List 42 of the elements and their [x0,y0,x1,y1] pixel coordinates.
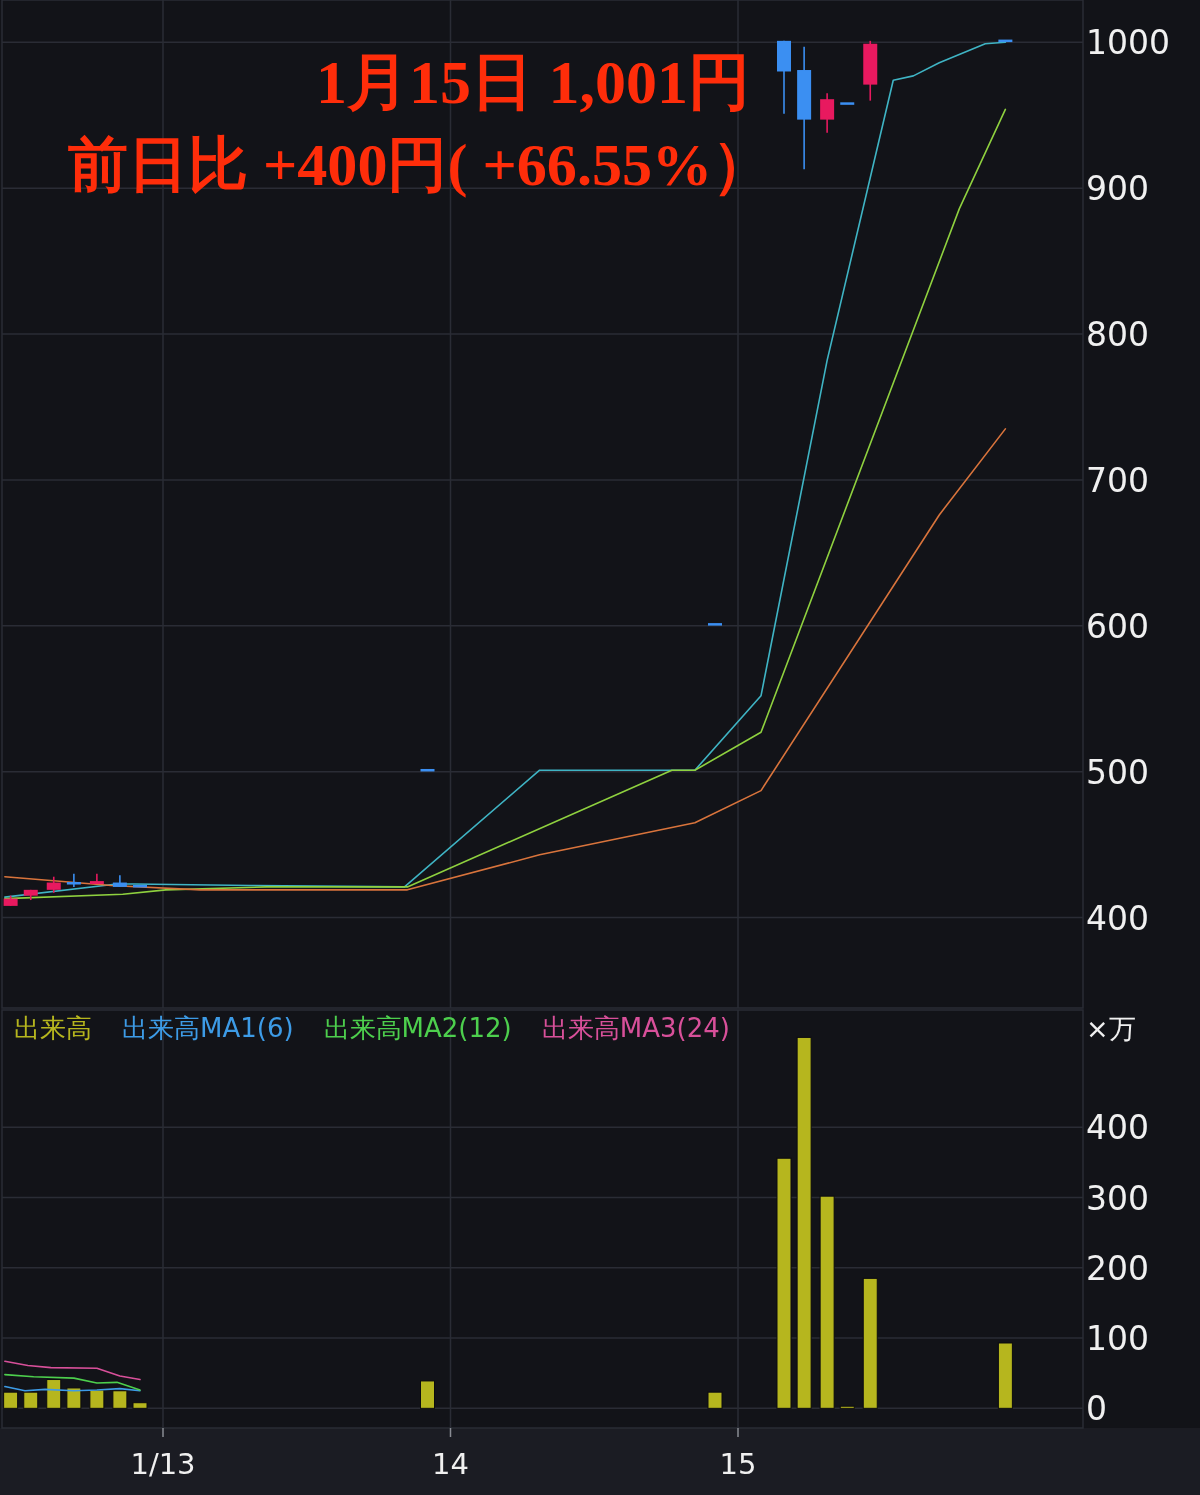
y-tick-label: 100 [1086,1318,1149,1358]
text: 出来高MA1(6) [122,1013,294,1043]
x-tick-label: 14 [432,1447,469,1481]
y-tick-label: 500 [1086,752,1149,792]
line-series [4,428,1007,891]
bar [66,1387,82,1409]
bar [23,1391,39,1409]
bar [776,1157,792,1409]
y-tick-label: 700 [1086,460,1149,500]
y-tick-label: 0 [1086,1388,1107,1428]
bar [420,1380,435,1409]
bar [707,1391,723,1409]
bar [46,1379,62,1409]
line-series [4,1373,141,1391]
bar [3,1391,19,1409]
y-tick-label: 900 [1086,168,1149,208]
line-series [4,1360,141,1381]
y-tick-label: 1000 [1086,22,1170,62]
bar [839,1405,855,1409]
text: 出来高MA3(24) [541,1013,730,1043]
y-tick-label: 300 [1086,1178,1149,1218]
text: 前日比 +400円( +66.55%） [68,131,773,198]
bar [89,1389,105,1409]
y-tick-label: 400 [1086,898,1149,938]
bar [796,1036,812,1409]
x-tick-label: 1/13 [130,1447,196,1481]
bar [112,1390,128,1409]
y-tick-label: 600 [1086,606,1149,646]
bar [819,1195,835,1409]
y-axis-title: ×万 [1086,1012,1136,1044]
x-tick-label: 15 [719,1447,757,1481]
bar [862,1277,878,1409]
y-tick-label: 400 [1086,1107,1149,1147]
y-tick-label: 800 [1086,314,1149,354]
bar [132,1402,148,1409]
bar [997,1342,1013,1409]
text: 1月15日 1,001円 [316,48,750,116]
candlestick [820,92,835,134]
text: 出来高 [14,1013,92,1043]
y-tick-label: 200 [1086,1248,1149,1288]
candlestick [66,872,81,888]
text: 出来高MA2(12) [323,1013,512,1043]
